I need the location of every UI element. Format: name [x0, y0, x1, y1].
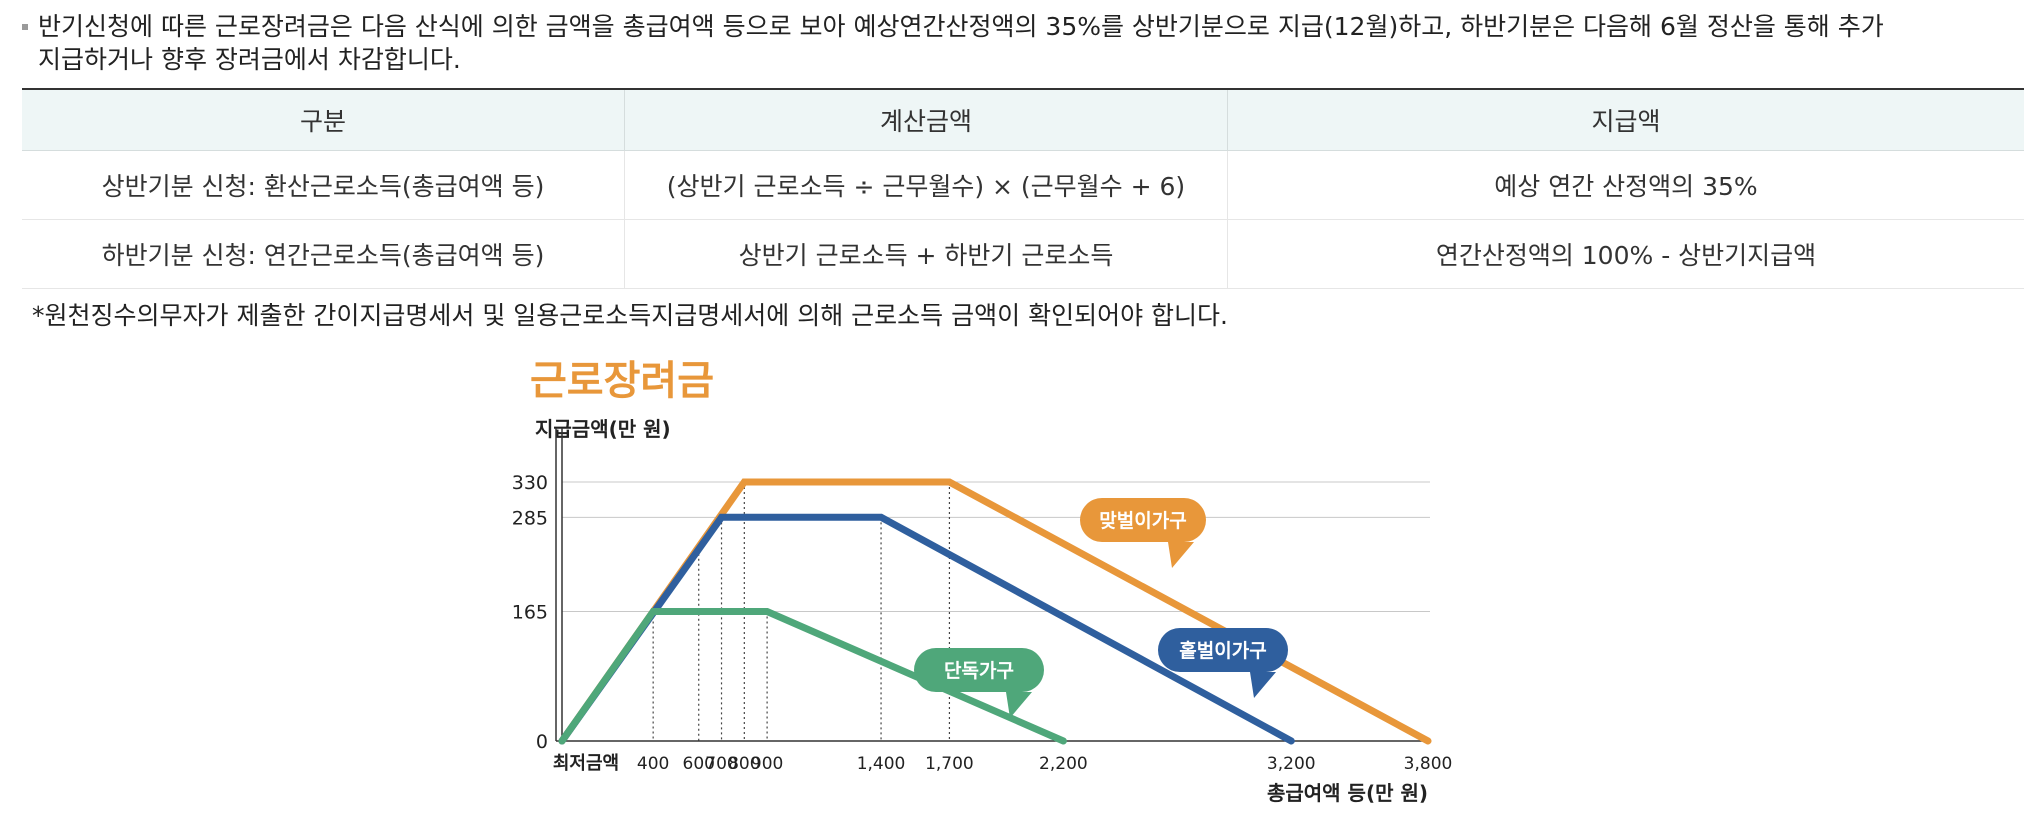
header-payment: 지급액 [1227, 88, 2024, 151]
table-row: 하반기분 신청: 연간근로소득(총급여액 등) 상반기 근로소득 + 하반기 근… [22, 219, 2024, 289]
y-tick-label: 285 [512, 507, 548, 529]
chart-grid [562, 481, 1430, 612]
x-tick-label: 2,200 [1039, 754, 1088, 774]
table-cell: (상반기 근로소득 ÷ 근무월수) × (근무월수 + 6) [624, 150, 1228, 220]
x-tick-label: 800 [728, 754, 760, 774]
chart-title: 근로장려금 [530, 358, 714, 404]
table-cell: 하반기분 신청: 연간근로소득(총급여액 등) [22, 219, 625, 289]
legend-label: 단독가구 [944, 660, 1014, 682]
legend-label: 맞벌이가구 [1099, 510, 1186, 532]
legend-bubble-shape [1080, 498, 1206, 568]
header-calculation: 계산금액 [624, 88, 1228, 151]
legend-bubble-shape [914, 648, 1044, 718]
x-tick-label: 1,400 [857, 754, 906, 774]
x-tick-label: 최저금액 [553, 753, 619, 774]
legend-bubble-단독가구: 단독가구 [914, 648, 1044, 718]
table-cell: 상반기분 신청: 환산근로소득(총급여액 등) [22, 150, 625, 220]
footnote: *원천징수의무자가 제출한 간이지급명세서 및 일용근로소득지급명세서에 의해 … [32, 301, 1228, 330]
legend-bubble-맞벌이가구: 맞벌이가구 [1080, 498, 1206, 568]
y-tick-labels: 0 165 285 330 [512, 472, 548, 753]
intro-line-1: 반기신청에 따른 근로장려금은 다음 산식에 의한 금액을 총급여액 등으로 보… [38, 12, 1884, 41]
y-tick-label: 0 [536, 731, 548, 753]
header-category: 구분 [22, 88, 625, 151]
y-tick-label: 165 [512, 602, 548, 624]
y-tick-label: 330 [512, 472, 548, 494]
x-tick-label: 600 [683, 754, 715, 774]
x-tick-label: 900 [751, 754, 783, 774]
chart-guidelines [561, 428, 951, 741]
x-tick-label: 700 [705, 754, 737, 774]
x-axis-label: 총급여액 등(만 원) [1267, 781, 1428, 805]
y-axis-label: 지급금액(만 원) [535, 417, 671, 441]
x-tick-label: 400 [637, 754, 669, 774]
table-header-row: 구분 계산금액 지급액 [22, 88, 2024, 151]
x-tick-label: 1,700 [925, 754, 974, 774]
table-cell: 연간산정액의 100% - 상반기지급액 [1227, 219, 2024, 289]
table-cell: 상반기 근로소득 + 하반기 근로소득 [624, 219, 1228, 289]
intro-line-2: 지급하거나 향후 장려금에서 차감합니다. [38, 45, 461, 74]
legend-label: 홑벌이가구 [1179, 639, 1266, 662]
legend-bubble-shape [1158, 628, 1288, 698]
table-cell: 예상 연간 산정액의 35% [1227, 150, 2024, 220]
intro-paragraph: 반기신청에 따른 근로장려금은 다음 산식에 의한 금액을 총급여액 등으로 보… [22, 10, 2012, 76]
legend-bubble-홑벌이가구: 홑벌이가구 [1158, 628, 1288, 698]
x-tick-label: 3,200 [1267, 754, 1316, 774]
incentive-chart: 근로장려금 지급금액(만 원) 총급여액 등(만 원) 0 165 285 330 최… [512, 358, 1453, 805]
chart-axes [555, 428, 1430, 742]
bullet-icon [22, 24, 28, 30]
calculation-table: 구분 계산금액 지급액 상반기분 신청: 환산근로소득(총급여액 등) (상반기… [22, 88, 2024, 289]
x-tick-label: 3,800 [1404, 754, 1453, 774]
table-row: 상반기분 신청: 환산근로소득(총급여액 등) (상반기 근로소득 ÷ 근무월수… [22, 150, 2024, 220]
